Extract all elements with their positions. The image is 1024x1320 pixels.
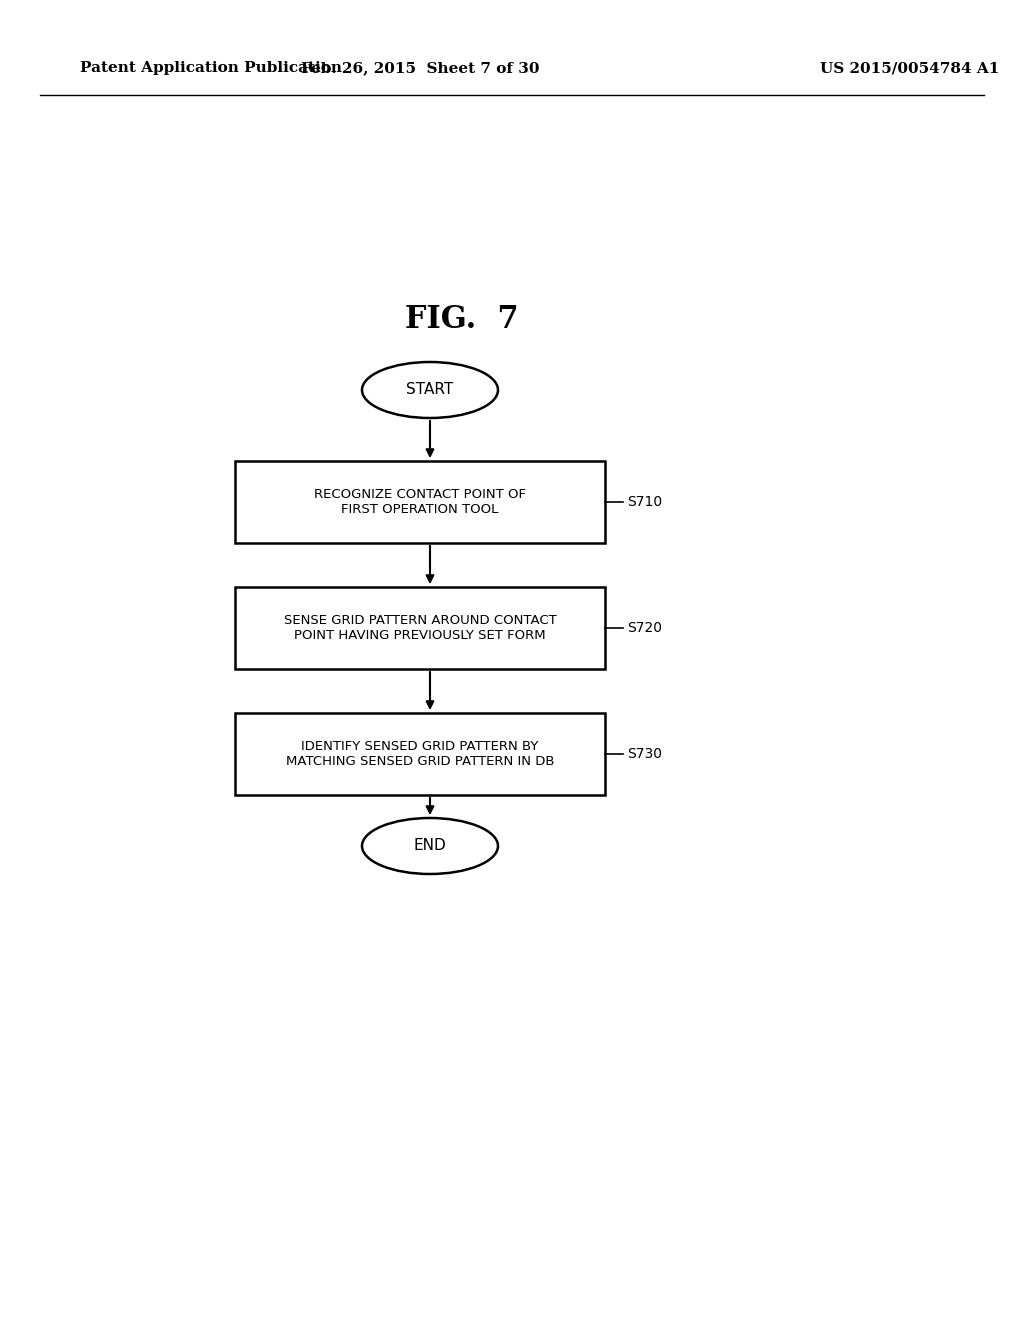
FancyBboxPatch shape [234,587,605,669]
Text: S710: S710 [627,495,663,510]
FancyBboxPatch shape [234,713,605,795]
Text: RECOGNIZE CONTACT POINT OF
FIRST OPERATION TOOL: RECOGNIZE CONTACT POINT OF FIRST OPERATI… [314,488,526,516]
FancyBboxPatch shape [234,461,605,543]
Text: S720: S720 [627,620,662,635]
Text: SENSE GRID PATTERN AROUND CONTACT
POINT HAVING PREVIOUSLY SET FORM: SENSE GRID PATTERN AROUND CONTACT POINT … [284,614,556,642]
Text: IDENTIFY SENSED GRID PATTERN BY
MATCHING SENSED GRID PATTERN IN DB: IDENTIFY SENSED GRID PATTERN BY MATCHING… [286,741,554,768]
Ellipse shape [362,362,498,418]
Text: FIG.  7: FIG. 7 [406,305,519,335]
Text: END: END [414,838,446,854]
Text: US 2015/0054784 A1: US 2015/0054784 A1 [820,61,999,75]
Text: S730: S730 [627,747,662,762]
Text: Patent Application Publication: Patent Application Publication [80,61,342,75]
Ellipse shape [362,818,498,874]
Text: START: START [407,383,454,397]
Text: Feb. 26, 2015  Sheet 7 of 30: Feb. 26, 2015 Sheet 7 of 30 [301,61,540,75]
